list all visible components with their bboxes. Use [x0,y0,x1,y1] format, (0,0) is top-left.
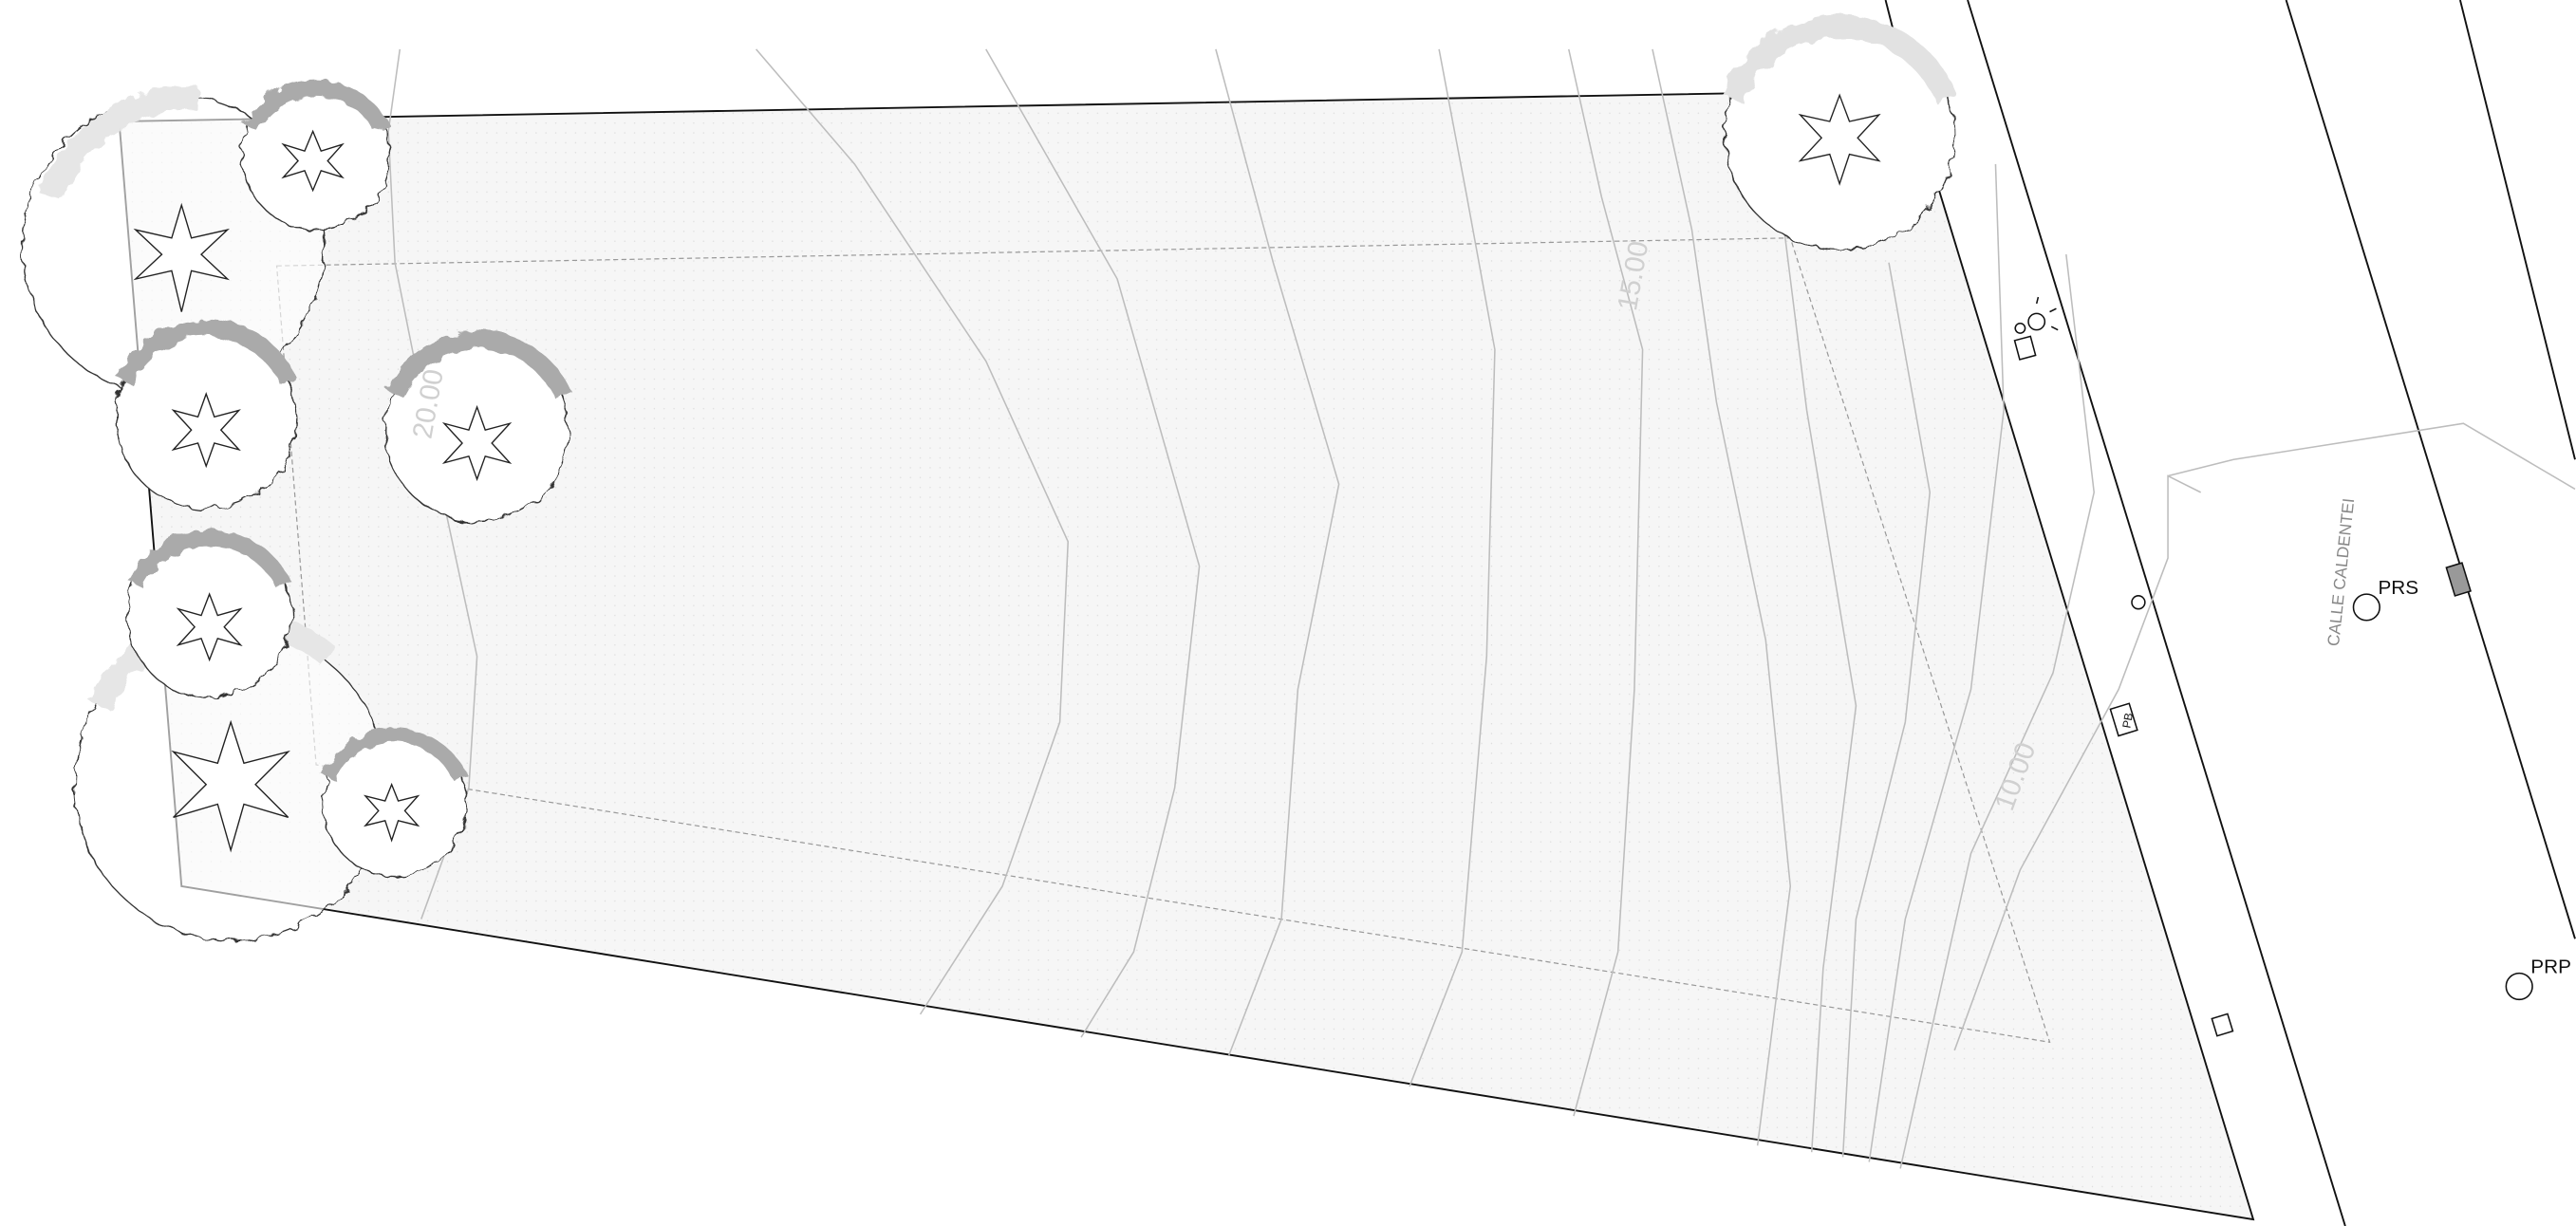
contours [387,48,2576,1169]
tree-crown [1798,93,1881,186]
tree-crown [171,392,241,469]
tree-crown [441,404,513,482]
tree-crown [363,782,420,843]
tree-crown [133,202,231,312]
box-label: PB [2119,712,2136,729]
marker-label: PRS [2378,577,2418,599]
plot [118,89,2255,1221]
tree-crown [281,129,345,193]
setback-line [275,237,2051,1044]
tree-crown [171,719,290,853]
street-furniture [2013,296,2533,1037]
street-name: CALLE CALDENTEI [2324,497,2358,647]
tree-crowns [133,93,1881,853]
tree-crown [176,592,243,662]
marker-label: PRP [2530,957,2571,978]
